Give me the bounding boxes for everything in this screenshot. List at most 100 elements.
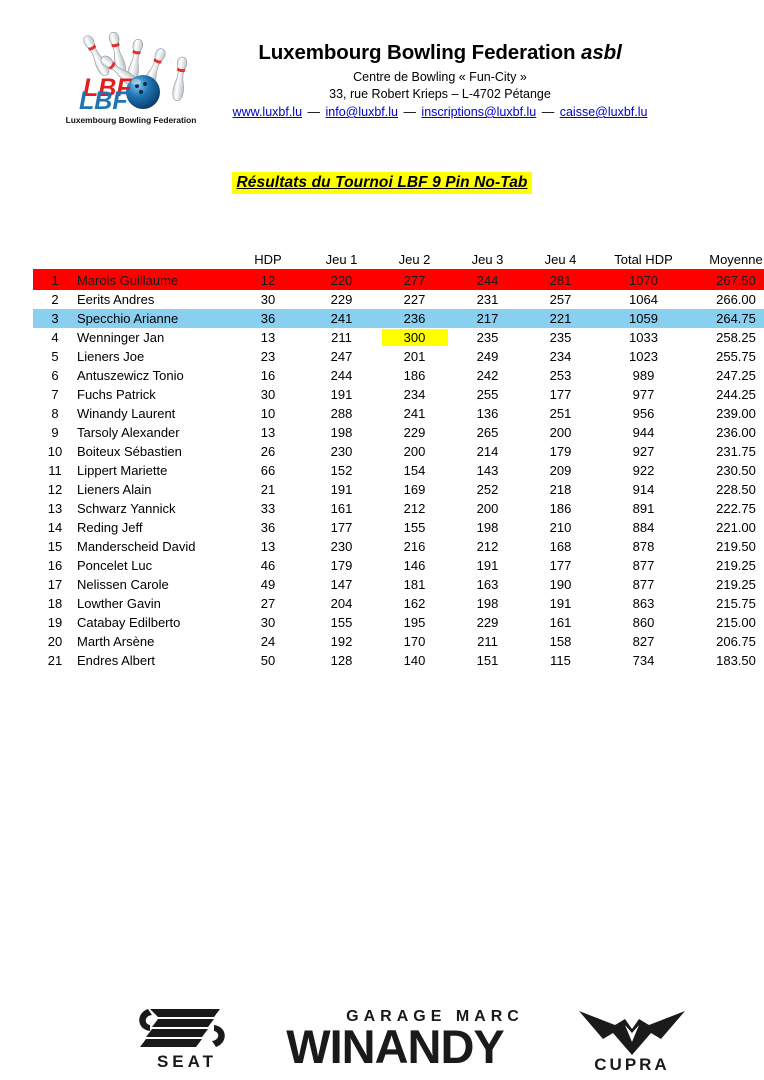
column-header-rank <box>33 250 77 271</box>
cell-jeu-2: 162 <box>403 596 426 611</box>
cell-hdp: 16 <box>260 368 276 383</box>
cell-jeu-4: 158 <box>549 634 572 649</box>
cell-jeu-2: 154 <box>403 463 426 478</box>
document-header: LBF LBF Luxembourg Bowling Federation Lu… <box>0 28 764 128</box>
cell-jeu-4: 234 <box>549 349 572 364</box>
cell-hdp: 36 <box>260 311 276 326</box>
cell-rank: 14 <box>47 520 63 535</box>
cell-jeu-1: 198 <box>330 425 353 440</box>
table-row: 20 Marth Arsène 24 192 170 211 158 827 206.75 <box>33 632 764 651</box>
cell-jeu-2: 186 <box>403 368 426 383</box>
cell-moyenne: 255.75 <box>716 349 756 364</box>
cell-jeu-1: 230 <box>330 539 353 554</box>
cell-moyenne: 258.25 <box>716 330 756 345</box>
table-header-row: HDP Jeu 1 Jeu 2 Jeu 3 Jeu 4 Total HDP Mo… <box>33 250 764 271</box>
cell-jeu-2: 241 <box>403 406 426 421</box>
cell-jeu-4: 191 <box>549 596 572 611</box>
cell-hdp: 10 <box>260 406 276 421</box>
cell-rank: 2 <box>51 292 59 307</box>
cell-name: Lowther Gavin <box>77 596 161 611</box>
cell-name: Schwarz Yannick <box>77 501 176 516</box>
cell-jeu-2: 155 <box>403 520 426 535</box>
cell-jeu-2: 146 <box>403 558 426 573</box>
cell-name: Marth Arsène <box>77 634 155 649</box>
cell-jeu-4: 186 <box>549 501 572 516</box>
cell-total: 927 <box>632 444 655 459</box>
cell-total: 1064 <box>629 292 658 307</box>
table-row: 17 Nelissen Carole 49 147 181 163 190 877 219.25 <box>33 575 764 594</box>
seat-logo: SEAT <box>128 995 246 1075</box>
table-row: 16 Poncelet Luc 46 179 146 191 177 877 219.25 <box>33 556 764 575</box>
cell-jeu-4: 177 <box>549 558 572 573</box>
table-row: 18 Lowther Gavin 27 204 162 198 191 863 215.75 <box>33 594 764 613</box>
cell-moyenne: 239.00 <box>716 406 756 421</box>
cell-jeu-2: 300 <box>378 328 451 347</box>
cell-rank: 13 <box>47 501 63 516</box>
cell-jeu-3: 265 <box>476 425 499 440</box>
cell-hdp: 13 <box>260 330 276 345</box>
cell-rank: 10 <box>47 444 63 459</box>
cell-jeu-4: 190 <box>549 577 572 592</box>
cell-rank: 18 <box>47 596 63 611</box>
cell-total: 944 <box>632 425 655 440</box>
cell-jeu-2: 195 <box>403 615 426 630</box>
cell-hdp: 30 <box>260 615 276 630</box>
cell-rank: 15 <box>47 539 63 554</box>
email-inscriptions-link[interactable]: inscriptions@luxbf.lu <box>421 105 537 119</box>
table-row: 1 Marois Guillaume 12 220 277 244 281 1070 267.5… <box>33 270 764 290</box>
table-row: 9 Tarsoly Alexander 13 198 229 265 200 944 236.0… <box>33 423 764 442</box>
cell-jeu-2: 181 <box>403 577 426 592</box>
column-header-jeu-1: Jeu 1 <box>305 250 378 271</box>
cell-total: 977 <box>632 387 655 402</box>
cell-hdp: 12 <box>260 273 276 288</box>
cell-hdp: 49 <box>260 577 276 592</box>
cell-rank: 4 <box>51 330 59 345</box>
cell-rank: 9 <box>51 425 59 440</box>
cell-jeu-2: 169 <box>403 482 426 497</box>
sponsor-bar: SEAT GARAGE MARC WINANDY CUPRA <box>0 995 764 1080</box>
cell-jeu-2: 236 <box>403 311 426 326</box>
cell-moyenne: 231.75 <box>716 444 756 459</box>
cell-jeu-4: 218 <box>549 482 572 497</box>
cell-jeu-4: 168 <box>549 539 572 554</box>
svg-text:WINANDY: WINANDY <box>286 1020 504 1073</box>
cell-jeu-2: 200 <box>403 444 426 459</box>
column-header-jeu-4: Jeu 4 <box>524 250 597 271</box>
cell-name: Specchio Arianne <box>77 311 179 326</box>
cell-jeu-1: 229 <box>330 292 353 307</box>
email-info-link[interactable]: info@luxbf.lu <box>325 105 398 119</box>
cell-jeu-4: 210 <box>549 520 572 535</box>
organization-title: Luxembourg Bowling Federation asbl <box>180 41 700 65</box>
cell-moyenne: 183.50 <box>716 653 756 668</box>
page-title: Résultats du Tournoi LBF 9 Pin No-Tab <box>232 172 532 194</box>
contact-links: www.luxbf.lu — info@luxbf.lu — inscripti… <box>180 105 700 119</box>
cell-jeu-1: 179 <box>330 558 353 573</box>
cell-hdp: 21 <box>260 482 276 497</box>
column-header-hdp: HDP <box>231 250 305 271</box>
cell-jeu-2: 140 <box>403 653 426 668</box>
lbf-logo: LBF LBF Luxembourg Bowling Federation <box>57 30 205 126</box>
cell-jeu-2: 216 <box>403 539 426 554</box>
cell-name: Reding Jeff <box>77 520 143 535</box>
email-caisse-link[interactable]: caisse@luxbf.lu <box>559 105 648 119</box>
cell-jeu-4: 257 <box>549 292 572 307</box>
column-header-total-hdp: Total HDP <box>597 250 690 271</box>
results-table-body: 1 Marois Guillaume 12 220 277 244 281 1070 267.5… <box>33 270 764 670</box>
cell-name: Wenninger Jan <box>77 330 165 345</box>
cell-moyenne: 266.00 <box>716 292 756 307</box>
table-row: 5 Lieners Joe 23 247 201 249 234 1023 255.75 <box>33 347 764 366</box>
cell-jeu-1: 230 <box>330 444 353 459</box>
cell-hdp: 46 <box>260 558 276 573</box>
cell-total: 956 <box>632 406 655 421</box>
cell-jeu-1: 177 <box>330 520 353 535</box>
cell-jeu-3: 252 <box>476 482 499 497</box>
cell-moyenne: 228.50 <box>716 482 756 497</box>
table-row: 11 Lippert Mariette 66 152 154 143 209 922 230.5… <box>33 461 764 480</box>
cell-moyenne: 264.75 <box>716 311 756 326</box>
cell-moyenne: 219.25 <box>716 558 756 573</box>
cell-total: 884 <box>632 520 655 535</box>
svg-text:CUPRA: CUPRA <box>594 1055 669 1074</box>
website-link[interactable]: www.luxbf.lu <box>232 105 303 119</box>
cell-rank: 16 <box>47 558 63 573</box>
table-row: 12 Lieners Alain 21 191 169 252 218 914 228.50 <box>33 480 764 499</box>
